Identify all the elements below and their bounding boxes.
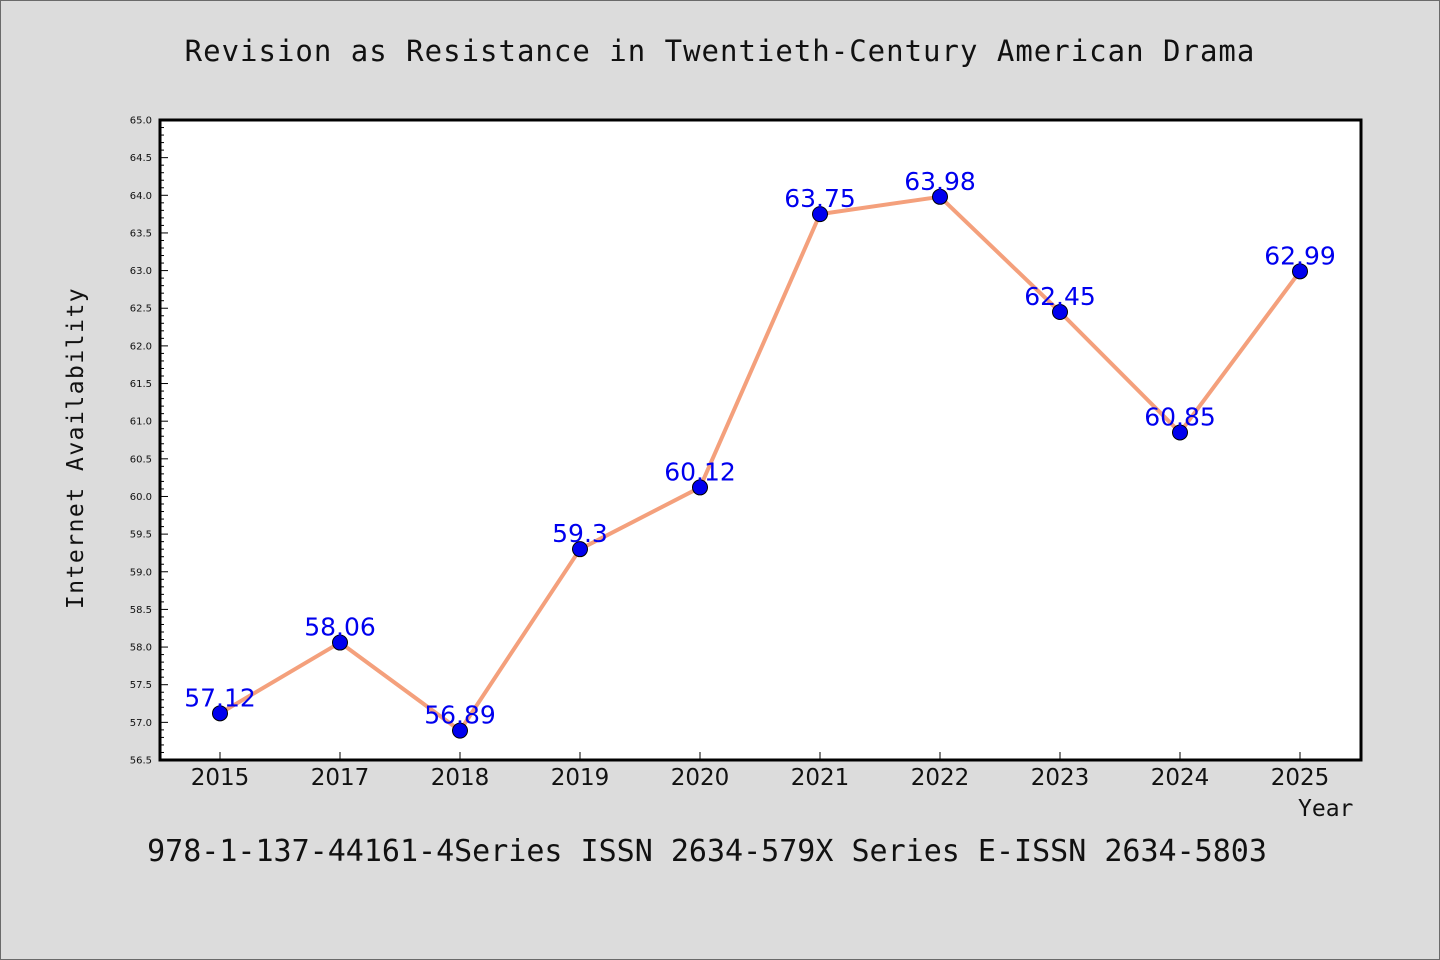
data-point — [332, 634, 348, 651]
series-markers-group — [212, 188, 1308, 739]
data-point — [1172, 424, 1188, 441]
y-axis-ticks: 56.5 57.0 57.5 58.0 58.5 59.0 59.5 60.0 60.5 61.0… — [130, 116, 168, 767]
data-label: 56.89 — [424, 701, 496, 730]
x-tick-label: 2022 — [911, 765, 970, 791]
footer-text: 978-1-137-44161-4Series ISSN 2634-579X S… — [147, 834, 1267, 869]
y-tick-label: 61.5 — [130, 379, 152, 390]
y-tick-label: 56.5 — [130, 756, 152, 767]
y-tick-label: 59.5 — [130, 530, 152, 541]
data-label: 58.06 — [304, 613, 376, 642]
data-point — [932, 188, 948, 205]
data-label: 63.75 — [784, 184, 856, 213]
y-tick-label: 60.5 — [130, 454, 152, 465]
x-axis-label: Year — [1298, 796, 1354, 822]
x-tick-label: 2024 — [1151, 765, 1210, 791]
data-point — [452, 722, 468, 739]
x-tick-label: 2023 — [1031, 765, 1090, 791]
series-line-group — [218, 194, 1302, 733]
x-tick-label: 2018 — [431, 765, 490, 791]
y-tick-label: 65.0 — [130, 116, 152, 127]
x-tick-label: 2015 — [191, 765, 250, 791]
data-point — [692, 479, 708, 496]
data-label: 59.3 — [552, 519, 608, 548]
data-label: 62.45 — [1024, 282, 1096, 311]
data-point — [1052, 304, 1068, 320]
y-tick-label: 58.0 — [130, 643, 152, 654]
y-tick-label: 63.0 — [130, 266, 152, 277]
x-tick-label: 2019 — [551, 765, 610, 791]
data-point — [212, 705, 228, 722]
y-tick-label: 61.0 — [130, 417, 152, 428]
x-axis-ticks: 2015 2017 2018 2019 2020 2021 2022 2023 2024 2025 — [191, 752, 1330, 791]
x-tick-label: 2025 — [1271, 765, 1330, 791]
plot-frame — [158, 118, 1363, 762]
x-tick-label: 2021 — [791, 765, 850, 791]
y-tick-label: 58.5 — [130, 605, 152, 616]
data-point — [1292, 263, 1308, 280]
data-label: 62.99 — [1264, 241, 1336, 270]
y-tick-label: 62.5 — [130, 304, 152, 315]
y-tick-label: 64.0 — [130, 191, 152, 202]
data-label: 57.12 — [184, 683, 256, 712]
y-tick-label: 64.5 — [130, 153, 152, 164]
data-label: 60.85 — [1144, 402, 1216, 431]
data-point — [572, 541, 588, 558]
data-point — [812, 206, 828, 223]
data-label: 63.98 — [904, 167, 976, 196]
chart-title: Revision as Resistance in Twentieth-Cent… — [184, 34, 1256, 68]
x-tick-label: 2017 — [311, 765, 370, 791]
y-tick-label: 59.0 — [130, 567, 152, 578]
x-tick-label: 2020 — [671, 765, 730, 791]
data-labels-group: 57.12 58.06 56.89 59.3 60.12 63.75 63.98 62.45 6… — [184, 167, 1336, 730]
y-tick-label: 57.5 — [130, 680, 152, 691]
y-tick-label: 60.0 — [130, 492, 152, 503]
y-tick-label: 57.0 — [130, 718, 152, 729]
data-label: 60.12 — [664, 457, 736, 486]
y-tick-label: 62.0 — [130, 341, 152, 352]
series-line — [218, 194, 1302, 733]
y-tick-label: 63.5 — [130, 228, 152, 239]
plot-area — [160, 120, 1361, 760]
